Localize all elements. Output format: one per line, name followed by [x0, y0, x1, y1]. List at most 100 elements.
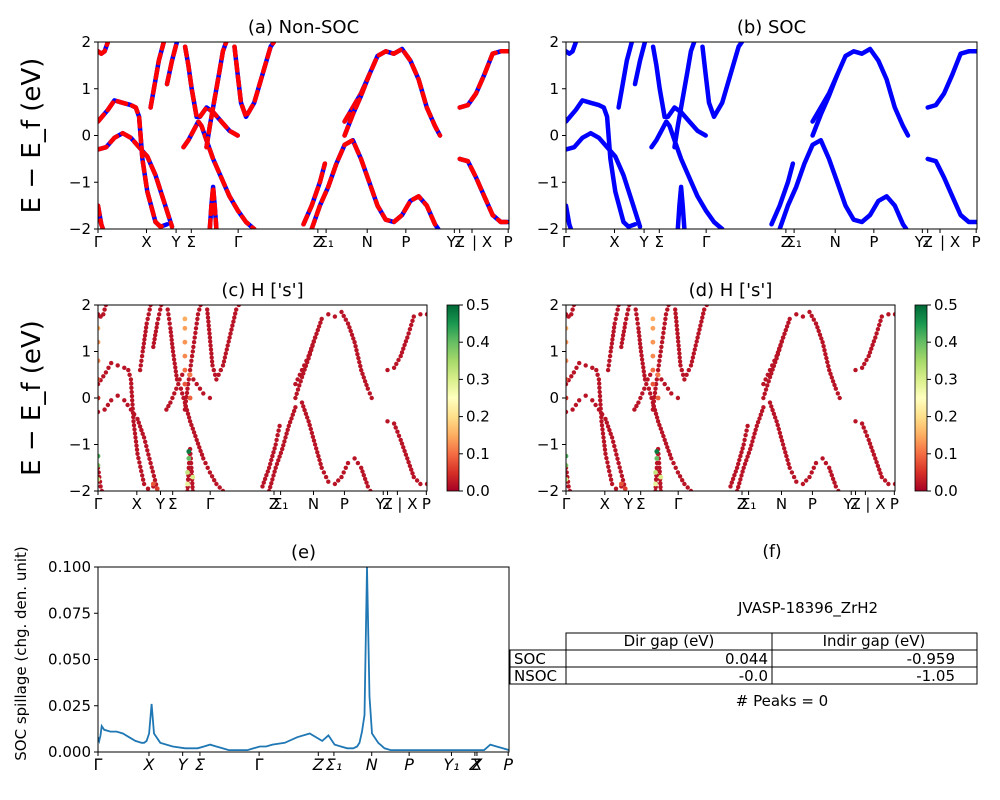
- projection-point: [298, 379, 303, 384]
- projection-point: [853, 419, 858, 424]
- projection-point: [632, 407, 637, 412]
- projection-point: [167, 321, 172, 326]
- projection-point: [287, 420, 293, 425]
- projection-point: [226, 339, 231, 344]
- projection-point: [356, 355, 361, 361]
- projection-point: [293, 381, 298, 387]
- projection-point: [306, 356, 311, 361]
- projection-point: [185, 470, 190, 475]
- projection-point: [233, 311, 238, 316]
- projection-point: [748, 446, 753, 452]
- band-line: [164, 42, 180, 87]
- projection-point: [755, 420, 761, 425]
- projection-point: [212, 372, 218, 377]
- projection-point: [189, 353, 195, 359]
- projection-point: [135, 416, 140, 422]
- projection-point: [365, 386, 370, 391]
- projection-point: [229, 327, 234, 332]
- y-tick-label: 0.000: [48, 743, 91, 761]
- band-line: [777, 137, 909, 229]
- projection-point: [312, 442, 318, 447]
- x-tick-label: P: [504, 233, 513, 251]
- projection-point: [597, 389, 602, 395]
- projection-point: [194, 381, 199, 387]
- colorbar-tick-label: 0.2: [466, 408, 490, 426]
- y-tick-label: −2: [537, 220, 559, 238]
- projection-point: [702, 307, 707, 312]
- projection-point: [105, 402, 111, 408]
- projection-point: [729, 480, 734, 485]
- projection-point: [569, 374, 574, 379]
- y-axis-label: E − E_f (eV): [17, 58, 47, 214]
- projection-point: [574, 365, 579, 370]
- projection-point: [638, 345, 643, 350]
- projection-point: [189, 422, 194, 428]
- projection-point: [295, 387, 301, 392]
- projection-point: [98, 453, 101, 459]
- projection-point: [228, 331, 233, 336]
- projection-point: [101, 312, 106, 317]
- projection-point: [98, 358, 101, 364]
- projection-point: [133, 435, 138, 440]
- projection-point: [159, 305, 164, 308]
- projection-point: [311, 339, 316, 344]
- projection-point: [614, 312, 619, 317]
- projection-point: [635, 321, 640, 326]
- projection-point: [147, 307, 152, 312]
- band-line: [810, 46, 911, 138]
- projection-point: [619, 340, 625, 346]
- projection-point: [646, 386, 652, 391]
- projection-point: [106, 365, 111, 370]
- y-tick-label: −1: [537, 436, 559, 454]
- projection-point: [406, 331, 411, 336]
- band-line: [98, 42, 111, 56]
- band-line: [925, 156, 977, 225]
- x-tick-label: Σ₁: [786, 233, 802, 251]
- projection-point: [172, 391, 177, 396]
- panel-title: (e): [291, 542, 316, 563]
- projection-point: [307, 422, 312, 428]
- x-tick-label: Y: [623, 495, 634, 513]
- projection-point: [780, 335, 786, 340]
- projection-point: [825, 359, 830, 365]
- projection-point: [869, 346, 874, 351]
- projection-point: [136, 455, 141, 461]
- x-tick-label: Γ: [94, 755, 103, 774]
- projection-point: [787, 316, 792, 322]
- projection-point: [149, 465, 154, 470]
- projection-point: [659, 340, 665, 345]
- projection-point: [821, 344, 826, 349]
- colorbar-tick-label: 0.0: [934, 482, 958, 500]
- projection-point: [125, 402, 130, 408]
- projection-point: [678, 363, 683, 368]
- projection-point: [299, 374, 305, 380]
- projection-point: [305, 415, 310, 420]
- projection-point: [154, 486, 160, 491]
- projection-point: [566, 377, 569, 382]
- projection-point: [277, 423, 282, 429]
- projection-point: [878, 471, 883, 476]
- projection-point: [148, 460, 153, 466]
- projection-point: [882, 478, 888, 483]
- projection-point: [188, 363, 193, 368]
- projection-point: [189, 469, 194, 474]
- projection-point: [195, 312, 201, 317]
- band-line: [98, 130, 175, 229]
- projection-point: [264, 473, 269, 478]
- projection-point: [594, 367, 599, 373]
- projection-point: [613, 486, 619, 491]
- band-line: [232, 42, 277, 120]
- projection-point: [663, 441, 669, 446]
- projection-point: [699, 319, 704, 324]
- projection-point: [658, 426, 663, 431]
- projection-point: [199, 452, 205, 457]
- projection-point: [636, 326, 641, 331]
- projection-point: [359, 367, 364, 373]
- projection-point: [776, 426, 781, 432]
- projection-point: [232, 315, 237, 320]
- projection-point: [126, 367, 131, 373]
- projection-point: [349, 332, 355, 337]
- projection-point: [291, 408, 297, 414]
- projection-point: [737, 457, 742, 463]
- panel-title: (c) H ['s']: [221, 280, 303, 301]
